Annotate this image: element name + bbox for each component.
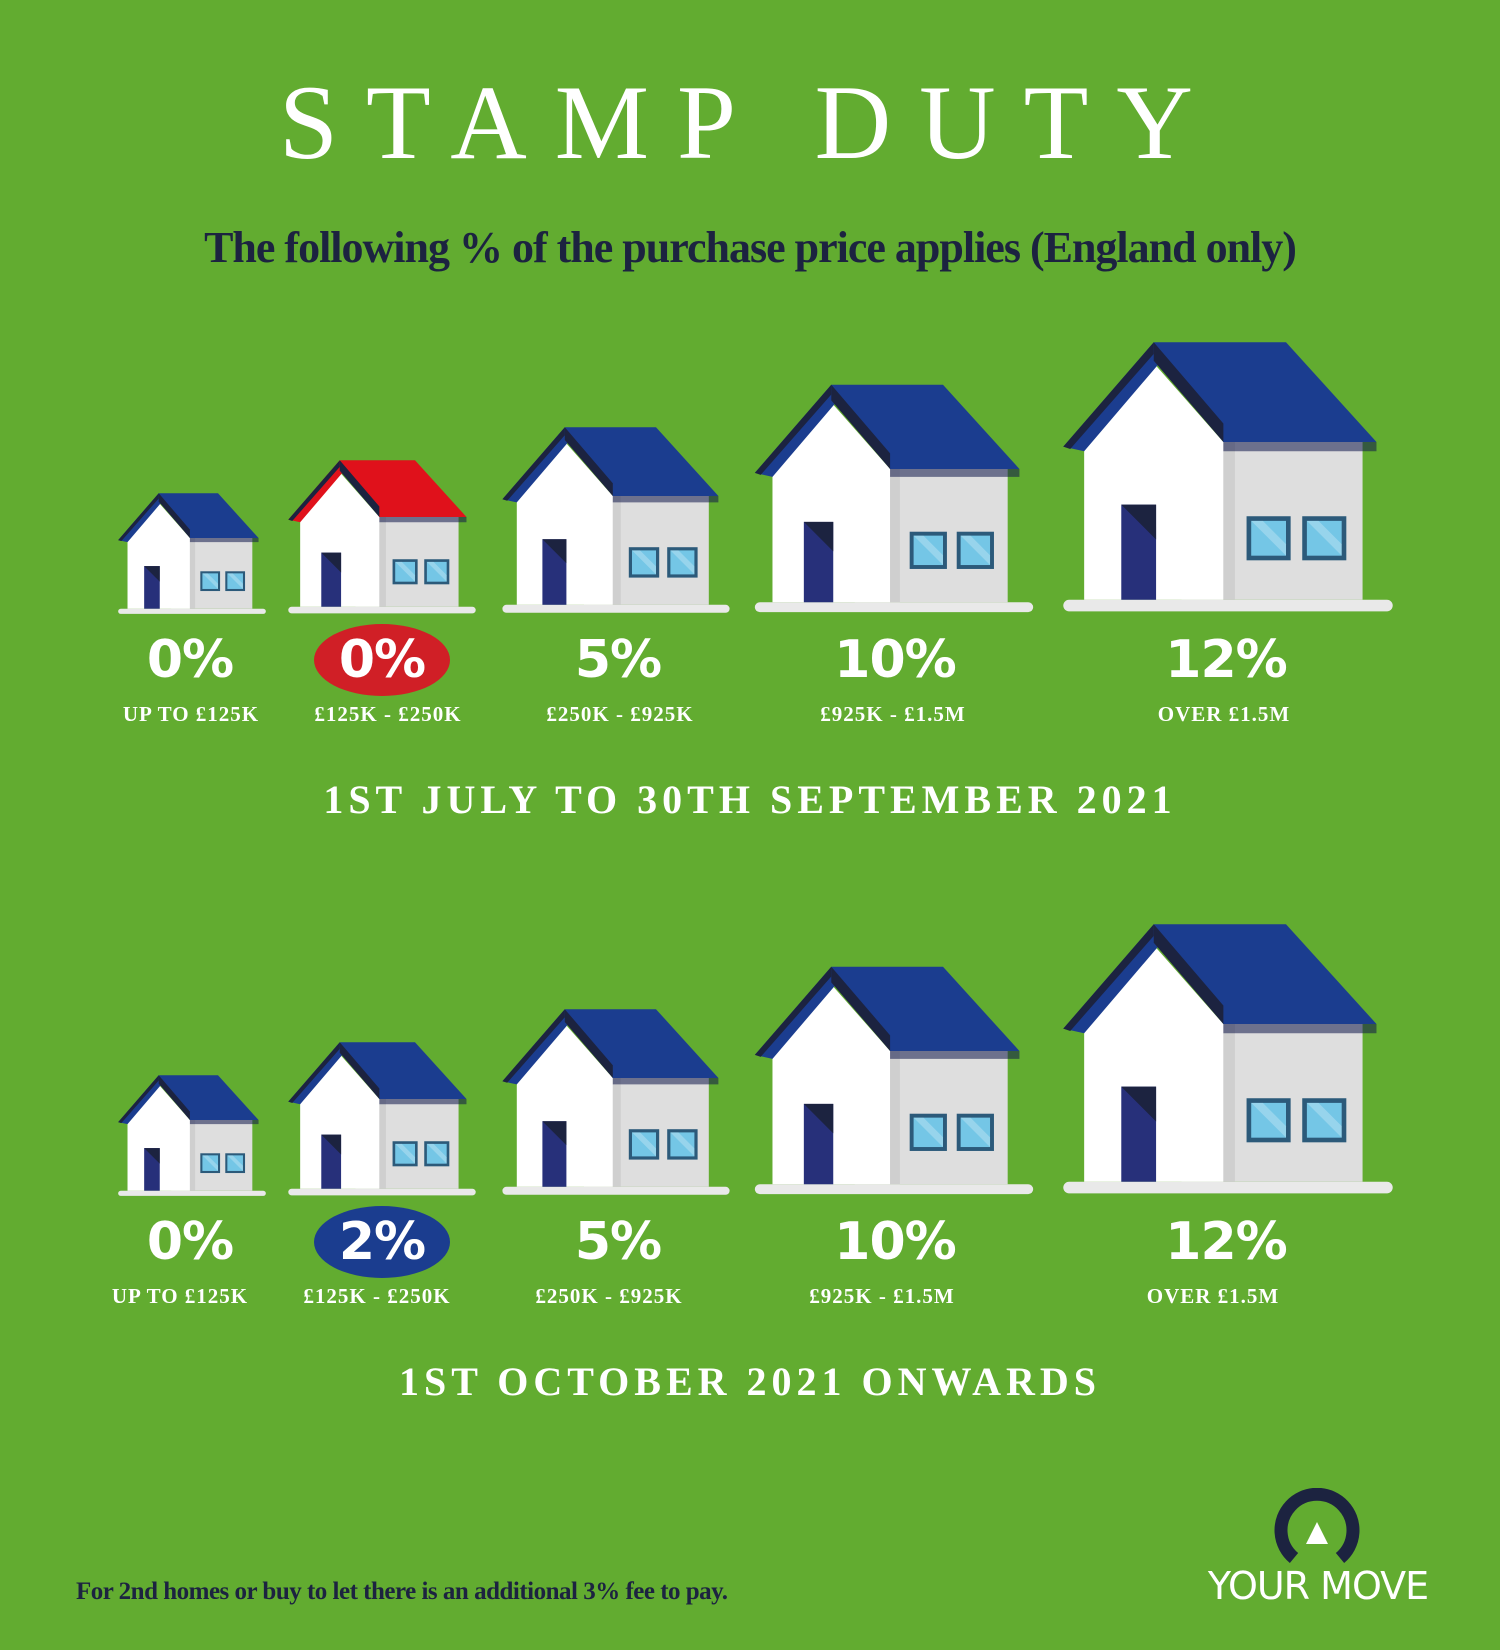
rates-section-from-october: 0% 2% 5% 10% 12% UP TO £125K £125K - £25… — [0, 902, 1500, 1462]
house-icon — [754, 384, 1034, 613]
house-icon — [502, 1009, 730, 1195]
price-band: £125K - £250K — [314, 702, 462, 726]
logo-text: YOUR MOVE — [1207, 1564, 1429, 1608]
house-icon — [118, 1075, 266, 1196]
price-band: £925K - £1.5M — [820, 702, 966, 726]
rate-highlight-red — [314, 624, 450, 696]
rate-value: 5% — [574, 1212, 662, 1272]
rate-value-highlighted: 0% — [338, 630, 426, 690]
house-icon — [118, 493, 266, 614]
footnote: For 2nd homes or buy to let there is an … — [76, 1578, 728, 1605]
price-band: UP TO £125K — [122, 702, 260, 726]
page-subtitle: The following % of the purchase price ap… — [204, 223, 1297, 272]
houses-row — [118, 342, 1393, 614]
house-icon — [288, 1042, 476, 1196]
house-icon-highlighted — [288, 460, 476, 614]
rate-value: 0% — [146, 1212, 234, 1272]
price-band: £250K - £925K — [546, 702, 694, 726]
rates-section-current: 0% 0% 5% 10% 12% UP TO £125K £125K - £25… — [0, 320, 1500, 880]
rate-value-highlighted: 2% — [338, 1212, 426, 1272]
page-title: STAMP DUTY — [279, 64, 1221, 181]
your-move-logo: YOUR MOVE — [1188, 1488, 1448, 1608]
price-band: £125K - £250K — [303, 1284, 451, 1308]
rate-value: 12% — [1165, 1212, 1287, 1272]
price-band: UP TO £125K — [111, 1284, 249, 1308]
price-band: OVER £1.5M — [1157, 702, 1291, 726]
house-icon — [502, 427, 730, 613]
houses-row — [118, 924, 1393, 1196]
rate-highlight-blue — [314, 1206, 450, 1278]
house-icon — [1063, 342, 1393, 612]
price-band: OVER £1.5M — [1146, 1284, 1280, 1308]
period-label: 1ST OCTOBER 2021 ONWARDS — [399, 1359, 1101, 1404]
period-label: 1ST JULY TO 30TH SEPTEMBER 2021 — [323, 777, 1177, 822]
house-icon — [754, 966, 1034, 1195]
rate-value: 10% — [834, 1212, 956, 1272]
rate-value: 5% — [574, 630, 662, 690]
price-band: £250K - £925K — [535, 1284, 683, 1308]
price-band: £925K - £1.5M — [809, 1284, 955, 1308]
rate-value: 12% — [1165, 630, 1287, 690]
logo-ring-icon — [1274, 1488, 1360, 1563]
house-icon — [1063, 924, 1393, 1194]
rate-value: 10% — [834, 630, 956, 690]
rate-value: 0% — [146, 630, 234, 690]
